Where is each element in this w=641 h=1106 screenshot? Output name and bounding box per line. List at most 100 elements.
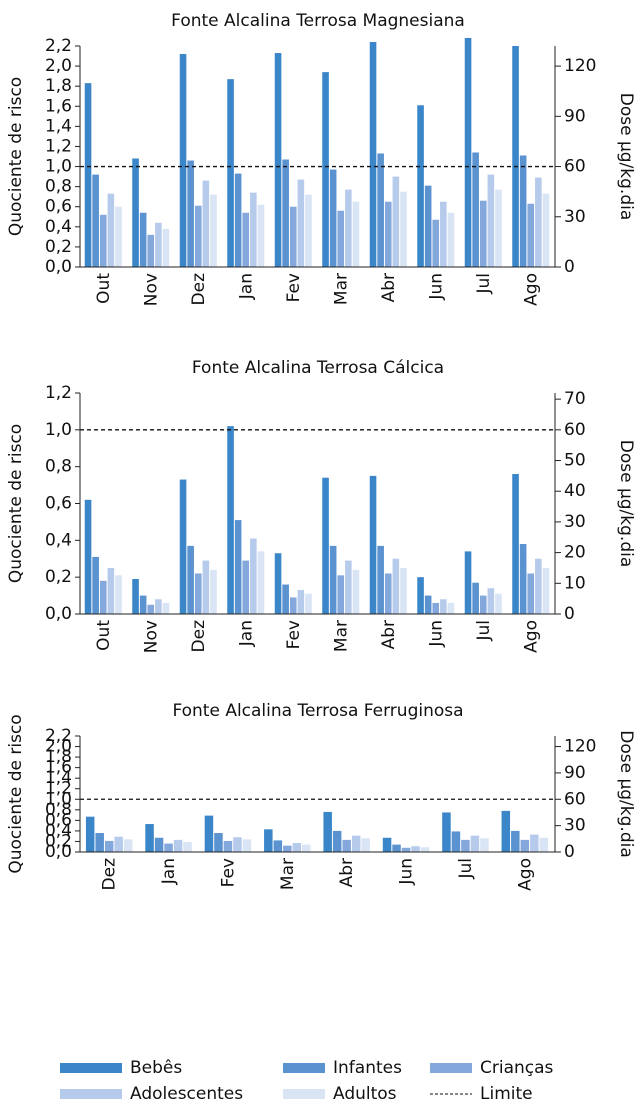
bar	[519, 155, 527, 267]
bar	[257, 551, 265, 614]
x-tick-label: Mar	[278, 858, 298, 890]
bar	[274, 53, 282, 268]
bar	[322, 72, 329, 267]
bar	[283, 845, 292, 852]
bar	[183, 841, 192, 852]
bar	[464, 551, 472, 614]
bar	[114, 836, 123, 852]
y-tick-label: 1,8	[45, 747, 72, 767]
bar	[539, 837, 549, 852]
chart-title: Fonte Alcalina Terrosa Cálcica	[192, 358, 444, 378]
bar	[495, 593, 502, 614]
bar	[99, 580, 107, 614]
y2-tick-label: 60	[564, 157, 586, 177]
y-tick-label: 2,0	[45, 56, 72, 76]
bar	[164, 843, 173, 852]
x-tick-label: Fev	[284, 620, 304, 649]
bar	[257, 204, 265, 267]
legend-swatch	[283, 1063, 325, 1073]
y2-tick-label: 70	[564, 389, 586, 409]
x-tick-label: Ago	[521, 620, 541, 653]
bar	[99, 214, 107, 267]
x-tick-label: Fev	[284, 273, 304, 302]
bar	[179, 54, 187, 267]
bar	[392, 844, 401, 852]
y2-tick-label: 120	[564, 737, 596, 757]
x-tick-label: Jun	[426, 273, 446, 301]
x-tick-label: Jul	[474, 620, 494, 642]
bar	[139, 212, 147, 267]
bar	[289, 206, 297, 267]
chart-title: Fonte Alcalina Terrosa Ferruginosa	[172, 701, 463, 721]
bar	[377, 545, 384, 614]
bar	[305, 593, 312, 614]
bar	[447, 602, 455, 614]
bar	[464, 37, 472, 267]
y-axis-label: Quociente de risco	[6, 714, 26, 873]
y-tick-label: 1,0	[45, 157, 72, 177]
bar	[535, 558, 542, 614]
bar	[95, 833, 104, 852]
y-tick-label: 0,2	[45, 831, 72, 851]
bar	[173, 839, 183, 852]
bar	[227, 79, 234, 268]
y-tick-label: 1,8	[45, 76, 72, 96]
bar	[204, 815, 214, 852]
y-tick-label: 0,8	[45, 177, 72, 197]
x-tick-label: Fev	[218, 858, 238, 887]
y-tick-label: 1,6	[45, 758, 72, 778]
y-tick-label: 0,6	[45, 494, 72, 514]
bar	[84, 83, 92, 267]
bar	[432, 602, 440, 614]
bar	[227, 426, 234, 614]
bar	[447, 212, 455, 267]
legend-swatch	[60, 1063, 122, 1073]
bar	[302, 844, 311, 852]
bar	[480, 838, 489, 852]
y-tick-label: 0,8	[45, 457, 72, 477]
bar	[420, 847, 430, 852]
bar	[432, 219, 440, 267]
bar	[361, 838, 370, 852]
legend-swatch	[430, 1063, 472, 1073]
y-tick-label: 0,0	[45, 604, 72, 624]
y-tick-label: 0,4	[45, 530, 72, 550]
y2-axis-label: Dose µg/kg.dia	[616, 730, 636, 858]
bar	[501, 810, 511, 852]
bar	[162, 228, 170, 267]
y-tick-label: 1,4	[45, 116, 72, 136]
y-axis-label: Quociente de risco	[6, 424, 26, 583]
bar	[442, 812, 451, 852]
bar	[210, 194, 217, 267]
bar	[84, 499, 92, 614]
bar	[107, 193, 115, 267]
x-tick-label: Dez	[189, 620, 209, 653]
bar	[401, 847, 411, 852]
y-tick-label: 1,6	[45, 96, 72, 116]
bar	[282, 159, 289, 267]
bar	[242, 212, 250, 267]
x-tick-label: Jul	[456, 858, 476, 880]
y2-tick-label: 120	[564, 56, 596, 76]
bar	[527, 203, 535, 267]
bar	[273, 840, 283, 852]
bar	[417, 105, 424, 267]
legend-swatch	[283, 1089, 325, 1099]
bar	[400, 567, 407, 614]
x-tick-label: Ago	[521, 273, 541, 306]
bar	[187, 160, 194, 267]
bar	[329, 545, 337, 614]
bar	[155, 599, 162, 614]
bar	[104, 840, 114, 852]
bar	[411, 846, 420, 852]
y2-tick-label: 30	[564, 816, 586, 836]
y-tick-label: 0,2	[45, 567, 72, 587]
bar	[154, 837, 164, 852]
bar	[179, 479, 187, 614]
bar	[202, 180, 210, 267]
x-tick-label: Jul	[474, 273, 494, 295]
y2-tick-label: 90	[564, 763, 586, 783]
bar	[132, 579, 139, 614]
bar	[345, 560, 352, 614]
bar	[472, 582, 479, 614]
